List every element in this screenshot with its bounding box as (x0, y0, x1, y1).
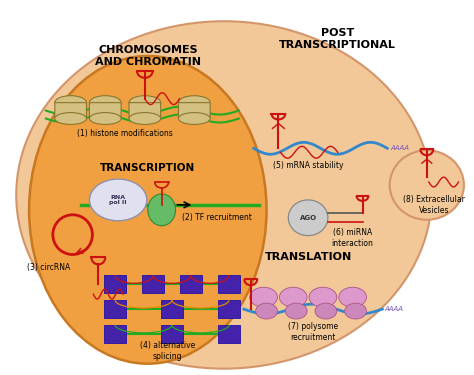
FancyBboxPatch shape (104, 275, 126, 293)
FancyBboxPatch shape (90, 103, 121, 118)
Ellipse shape (339, 287, 366, 307)
Ellipse shape (55, 112, 86, 125)
FancyBboxPatch shape (55, 103, 86, 118)
Ellipse shape (55, 96, 86, 109)
Text: (5) mRNA stability: (5) mRNA stability (273, 160, 343, 170)
FancyBboxPatch shape (218, 325, 240, 343)
FancyBboxPatch shape (142, 275, 164, 293)
Text: AAAA: AAAA (390, 145, 409, 151)
Ellipse shape (90, 96, 121, 109)
Ellipse shape (148, 194, 175, 226)
FancyBboxPatch shape (179, 103, 210, 118)
Text: (7) polysome
recruitment: (7) polysome recruitment (288, 322, 338, 342)
Ellipse shape (129, 96, 161, 109)
Ellipse shape (90, 112, 121, 125)
FancyBboxPatch shape (180, 275, 202, 293)
Text: CHROMOSOMES
AND CHROMATIN: CHROMOSOMES AND CHROMATIN (95, 45, 201, 67)
Ellipse shape (285, 303, 307, 319)
Ellipse shape (390, 150, 464, 220)
FancyBboxPatch shape (129, 103, 161, 118)
FancyBboxPatch shape (161, 300, 183, 318)
Ellipse shape (16, 21, 432, 369)
FancyBboxPatch shape (104, 325, 126, 343)
Text: TRANSLATION: TRANSLATION (264, 252, 352, 262)
Ellipse shape (255, 303, 277, 319)
Text: AGO: AGO (300, 215, 317, 221)
Ellipse shape (309, 287, 337, 307)
Ellipse shape (179, 112, 210, 125)
Text: (1) histone modifications: (1) histone modifications (77, 129, 173, 138)
FancyBboxPatch shape (218, 300, 240, 318)
Ellipse shape (279, 287, 307, 307)
Text: (8) Extracellular
Vesicles: (8) Extracellular Vesicles (403, 195, 465, 215)
Text: AAAA: AAAA (384, 306, 403, 312)
Ellipse shape (90, 179, 147, 221)
Ellipse shape (345, 303, 366, 319)
FancyBboxPatch shape (161, 325, 183, 343)
Text: (3) circRNA: (3) circRNA (27, 263, 71, 272)
Ellipse shape (250, 287, 277, 307)
Ellipse shape (315, 303, 337, 319)
Ellipse shape (29, 56, 266, 364)
Ellipse shape (288, 200, 328, 236)
FancyBboxPatch shape (104, 300, 126, 318)
Text: (6) miRNA
interaction: (6) miRNA interaction (332, 228, 374, 248)
FancyBboxPatch shape (218, 275, 240, 293)
Ellipse shape (179, 96, 210, 109)
Text: (4) alternative
splicing: (4) alternative splicing (140, 341, 195, 361)
Text: POST
TRANSCRIPTIONAL: POST TRANSCRIPTIONAL (279, 28, 396, 50)
Ellipse shape (129, 112, 161, 125)
Text: TRANSCRIPTION: TRANSCRIPTION (100, 163, 195, 173)
Text: (2) TF recruitment: (2) TF recruitment (182, 213, 252, 222)
Text: RNA
pol II: RNA pol II (109, 195, 127, 205)
